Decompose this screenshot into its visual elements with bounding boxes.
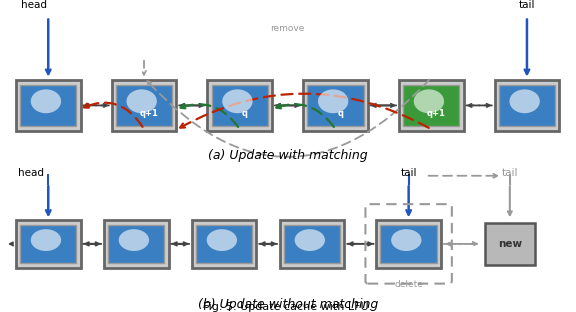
- Ellipse shape: [222, 89, 253, 113]
- Text: head: head: [21, 0, 47, 10]
- FancyBboxPatch shape: [207, 80, 272, 131]
- Text: remove: remove: [270, 24, 305, 33]
- FancyBboxPatch shape: [403, 85, 460, 126]
- Ellipse shape: [207, 229, 237, 251]
- FancyBboxPatch shape: [284, 225, 340, 262]
- Ellipse shape: [294, 229, 325, 251]
- Text: q+1: q+1: [139, 109, 158, 118]
- Text: tail: tail: [519, 0, 535, 10]
- FancyBboxPatch shape: [108, 225, 164, 262]
- Ellipse shape: [318, 89, 348, 113]
- FancyBboxPatch shape: [211, 85, 268, 126]
- Ellipse shape: [509, 89, 540, 113]
- FancyBboxPatch shape: [196, 225, 252, 262]
- FancyBboxPatch shape: [308, 85, 363, 126]
- FancyBboxPatch shape: [499, 85, 555, 126]
- Ellipse shape: [414, 89, 444, 113]
- FancyBboxPatch shape: [280, 220, 344, 267]
- Text: tail: tail: [400, 168, 417, 178]
- FancyBboxPatch shape: [495, 80, 559, 131]
- FancyBboxPatch shape: [116, 85, 172, 126]
- FancyBboxPatch shape: [381, 225, 437, 262]
- Text: delete: delete: [394, 280, 423, 290]
- FancyBboxPatch shape: [16, 80, 81, 131]
- Text: new: new: [498, 239, 522, 249]
- Ellipse shape: [31, 229, 61, 251]
- Text: tail: tail: [502, 168, 518, 178]
- Text: q: q: [337, 109, 343, 118]
- FancyBboxPatch shape: [104, 220, 169, 267]
- Text: q: q: [241, 109, 248, 118]
- FancyBboxPatch shape: [112, 80, 176, 131]
- Text: q+1: q+1: [426, 109, 445, 118]
- FancyBboxPatch shape: [192, 220, 256, 267]
- FancyBboxPatch shape: [20, 85, 77, 126]
- FancyBboxPatch shape: [16, 220, 81, 267]
- Text: head: head: [18, 168, 44, 178]
- Ellipse shape: [127, 89, 157, 113]
- FancyBboxPatch shape: [303, 80, 368, 131]
- FancyBboxPatch shape: [399, 80, 464, 131]
- Ellipse shape: [31, 89, 61, 113]
- FancyBboxPatch shape: [20, 225, 77, 262]
- Text: Fig. 5. Update cache with LFU.: Fig. 5. Update cache with LFU.: [203, 302, 373, 312]
- Text: (b) Update without matching: (b) Update without matching: [198, 298, 378, 311]
- FancyBboxPatch shape: [484, 223, 535, 265]
- Text: (a) Update with matching: (a) Update with matching: [208, 149, 368, 162]
- FancyBboxPatch shape: [376, 220, 441, 267]
- Ellipse shape: [391, 229, 422, 251]
- Ellipse shape: [119, 229, 149, 251]
